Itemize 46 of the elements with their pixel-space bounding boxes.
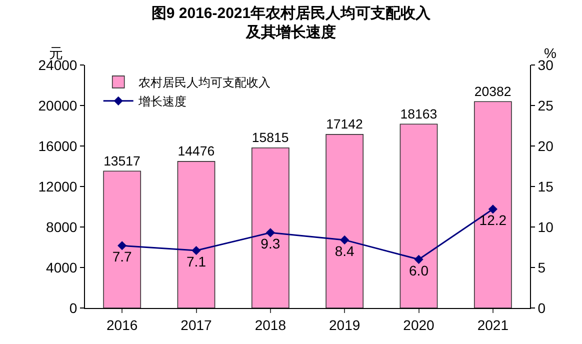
- point: [414, 254, 424, 264]
- data-label: 12.2: [479, 212, 507, 228]
- y2-tick-label: 15: [538, 178, 554, 194]
- x-tick-label: 2016: [106, 316, 138, 333]
- y2-tick-label: 0: [538, 300, 546, 316]
- bar: [177, 161, 216, 308]
- y2-tick-label: 10: [538, 218, 554, 235]
- x-tick-label: 2020: [403, 316, 435, 333]
- point: [192, 246, 201, 256]
- data-label: 8.4: [334, 242, 355, 259]
- data-label: 6.0: [409, 262, 429, 278]
- data-label: 18163: [400, 106, 438, 122]
- x-tick-label: 2018: [254, 316, 286, 333]
- legend-label: 农村居民人均可支配收入: [138, 76, 270, 90]
- bar: [400, 124, 438, 308]
- data-label: 7.7: [112, 248, 132, 265]
- y-tick-label: 16000: [38, 138, 78, 154]
- data-label: 7.1: [186, 253, 206, 270]
- point: [266, 228, 275, 238]
- y-tick-label: 20000: [38, 97, 78, 114]
- x-tick-label: 2021: [477, 316, 509, 333]
- x-tick-label: 2017: [180, 316, 212, 333]
- point: [340, 235, 350, 245]
- x-tick-label: 2019: [329, 316, 360, 333]
- bar: [103, 170, 142, 308]
- point: [488, 204, 498, 214]
- data-label: 14476: [178, 144, 215, 159]
- y2-tick-label: 25: [538, 97, 554, 114]
- y-tick-label: 0: [69, 300, 78, 316]
- y2-axis-title: %: [544, 45, 556, 61]
- y-tick-label: 8000: [46, 218, 78, 235]
- y2-tick-label: 20: [538, 138, 554, 154]
- y2-tick-label: 5: [538, 259, 546, 276]
- y-tick-label: 12000: [38, 178, 78, 194]
- bar: [251, 147, 290, 308]
- data-label: 17142: [326, 116, 363, 132]
- point: [118, 241, 127, 250]
- data-label: 9.3: [260, 236, 280, 252]
- data-label: 15815: [252, 130, 289, 146]
- y-tick-label: 4000: [46, 259, 78, 276]
- bar: [474, 101, 512, 308]
- legend-label: 增长速度: [137, 94, 186, 109]
- data-label: 13517: [104, 153, 140, 168]
- data-label: 20382: [474, 84, 512, 99]
- chart-title: 图9 2016-2021年农村居民人均可支配收入及其增长速度: [150, 4, 432, 42]
- bar: [326, 134, 364, 308]
